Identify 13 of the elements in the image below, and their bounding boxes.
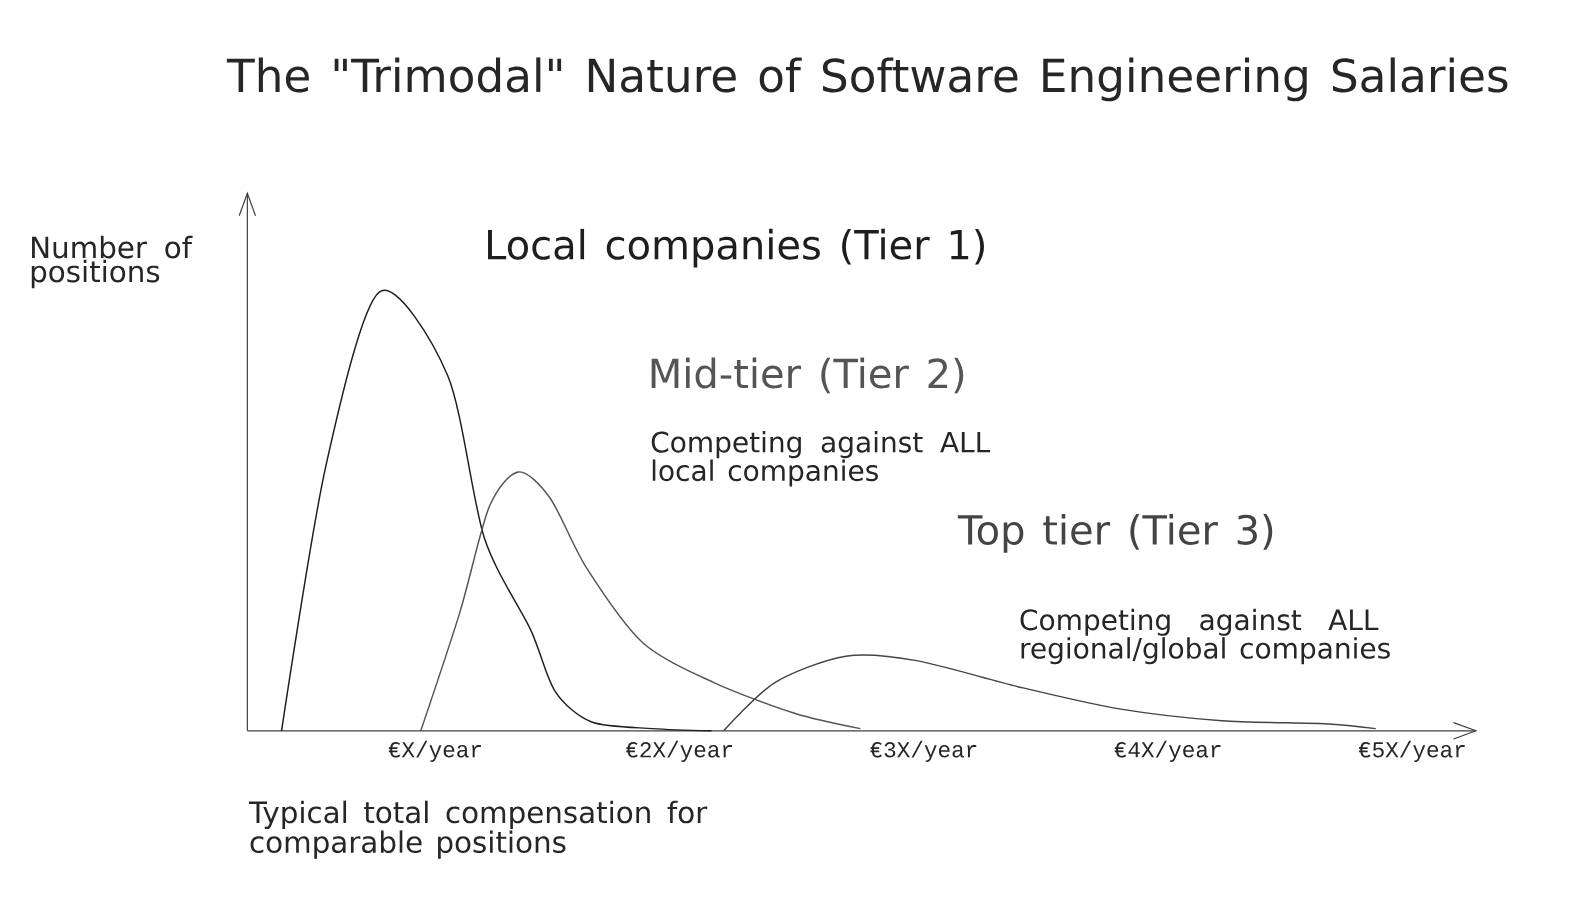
x-tick-label: €2X/year [626, 740, 733, 763]
text: Typical total compensation for comparable positions [248, 800, 708, 859]
text: Local companies (Tier 1) [488, 228, 985, 268]
annotation: Competing against ALL local companies [651, 431, 991, 487]
text: Mid-tier (Tier 2) [651, 357, 964, 394]
text: Number of positions [31, 235, 193, 289]
x-tick-label: €3X/year [870, 740, 977, 763]
annotation: Competing against ALL regional/global companies [1020, 608, 1390, 665]
text: Top tier (Tier 3) [957, 514, 1273, 553]
x-tick-label: €X/year [388, 740, 481, 763]
chart-title: The "Trimodal" Nature of Software Engineering Salaries [226, 57, 1508, 102]
x-tick-label: €5X/year [1358, 740, 1465, 763]
x-tick-label: €4X/year [1114, 740, 1221, 763]
